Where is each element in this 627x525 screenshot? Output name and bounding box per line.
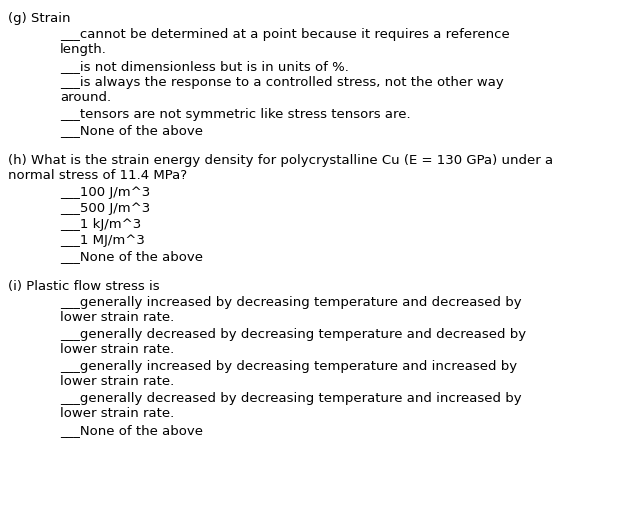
Text: (h) What is the strain energy density for polycrystalline Cu (E = 130 GPa) under: (h) What is the strain energy density fo… [8,154,553,182]
Text: ___1 MJ/m^3: ___1 MJ/m^3 [60,234,145,247]
Text: (i) Plastic flow stress is: (i) Plastic flow stress is [8,280,160,293]
Text: ___tensors are not symmetric like stress tensors are.: ___tensors are not symmetric like stress… [60,108,411,121]
Text: (g) Strain: (g) Strain [8,12,70,25]
Text: ___None of the above: ___None of the above [60,250,203,263]
Text: ___1 kJ/m^3: ___1 kJ/m^3 [60,218,141,231]
Text: ___generally increased by decreasing temperature and decreased by
lower strain r: ___generally increased by decreasing tem… [60,296,522,324]
Text: ___generally increased by decreasing temperature and increased by
lower strain r: ___generally increased by decreasing tem… [60,360,517,388]
Text: ___None of the above: ___None of the above [60,424,203,437]
Text: ___is not dimensionless but is in units of %.: ___is not dimensionless but is in units … [60,60,349,73]
Text: ___is always the response to a controlled stress, not the other way
around.: ___is always the response to a controlle… [60,76,503,104]
Text: ___100 J/m^3: ___100 J/m^3 [60,186,150,199]
Text: ___cannot be determined at a point because it requires a reference
length.: ___cannot be determined at a point becau… [60,28,510,56]
Text: ___generally decreased by decreasing temperature and increased by
lower strain r: ___generally decreased by decreasing tem… [60,392,522,420]
Text: ___500 J/m^3: ___500 J/m^3 [60,202,150,215]
Text: ___generally decreased by decreasing temperature and decreased by
lower strain r: ___generally decreased by decreasing tem… [60,328,526,356]
Text: ___None of the above: ___None of the above [60,124,203,137]
